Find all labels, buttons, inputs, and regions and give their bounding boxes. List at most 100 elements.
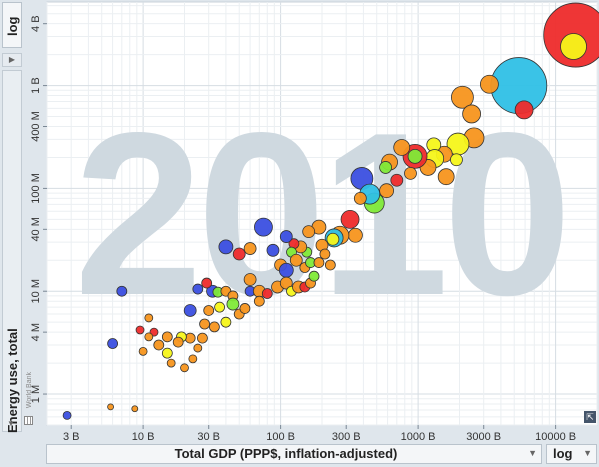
y-tick-label: 10 M bbox=[30, 279, 42, 303]
bubble bbox=[313, 257, 325, 268]
bubble bbox=[232, 247, 246, 261]
bubble bbox=[480, 74, 499, 94]
y-tick-label: 4 B bbox=[30, 15, 42, 32]
y-tick-label: 4 M bbox=[30, 323, 42, 341]
y-scale-label: log bbox=[5, 16, 20, 36]
bubble bbox=[450, 153, 463, 167]
triangle-down-icon: ▼ bbox=[7, 419, 15, 428]
triangle-right-icon[interactable]: ▶ bbox=[2, 53, 22, 67]
bubble bbox=[161, 331, 173, 343]
bubble bbox=[308, 270, 320, 282]
bubble bbox=[107, 338, 119, 349]
triangle-down-icon: ▼ bbox=[583, 448, 592, 458]
bubble bbox=[214, 301, 225, 313]
x-axis-selector[interactable]: Total GDP (PPP$, inflation-adjusted) ▼ bbox=[46, 444, 542, 464]
bubble bbox=[193, 343, 203, 353]
bubble bbox=[172, 336, 184, 348]
bubble bbox=[261, 288, 273, 299]
bubble bbox=[253, 295, 265, 307]
y-tick-label: 100 M bbox=[30, 173, 42, 204]
bubble bbox=[131, 405, 139, 413]
bubble bbox=[203, 305, 215, 316]
x-tick-label: 300 B bbox=[332, 431, 361, 443]
bubble bbox=[353, 191, 367, 205]
x-tick-label: 3 B bbox=[63, 431, 80, 443]
bubble bbox=[326, 232, 340, 246]
bubble bbox=[379, 161, 392, 174]
bubble bbox=[107, 403, 114, 411]
bubble bbox=[243, 242, 257, 255]
bubble bbox=[144, 313, 154, 323]
bubble bbox=[184, 332, 196, 344]
y-tick-label: 1 B bbox=[30, 77, 42, 94]
bubble bbox=[218, 239, 234, 255]
bubble bbox=[116, 285, 128, 297]
bubble bbox=[324, 259, 336, 271]
bubble bbox=[340, 209, 360, 229]
bubble bbox=[393, 139, 411, 156]
bubble bbox=[319, 248, 331, 260]
y-tick-label: 400 M bbox=[30, 111, 42, 142]
bubble bbox=[451, 85, 474, 109]
x-tick-label: 30 B bbox=[197, 431, 220, 443]
bubble bbox=[407, 148, 423, 164]
bubble bbox=[239, 303, 251, 314]
bubble bbox=[153, 339, 165, 351]
bubble bbox=[289, 253, 303, 267]
bubble bbox=[144, 332, 154, 342]
bubble bbox=[161, 347, 173, 359]
bubble bbox=[254, 217, 273, 237]
bubble bbox=[226, 297, 240, 311]
y-axis-label: Energy use, total bbox=[5, 328, 20, 433]
bubble bbox=[135, 325, 145, 335]
bubble bbox=[138, 346, 148, 356]
x-scale-selector[interactable]: log ▼ bbox=[546, 444, 597, 464]
bubble bbox=[462, 104, 482, 124]
bubble bbox=[278, 262, 294, 278]
bubble bbox=[560, 33, 587, 60]
bubble bbox=[220, 316, 232, 328]
x-tick-label: 3000 B bbox=[466, 431, 501, 443]
y-tick-label: 40 M bbox=[30, 217, 42, 241]
bubble bbox=[62, 410, 72, 420]
bubble bbox=[279, 276, 293, 290]
bubbles bbox=[62, 2, 599, 420]
bubble bbox=[183, 304, 197, 317]
x-tick-labels: 3 B 10 B 30 B 100 B 300 B 1000 B 3000 B 10000 B bbox=[63, 425, 576, 443]
source-label: World Bank bbox=[26, 372, 40, 422]
x-tick-label: 10 B bbox=[132, 431, 155, 443]
bubble bbox=[192, 283, 204, 295]
y-tick-labels: 1 M 4 M 10 M 40 M 100 M 400 M 1 B 4 B bbox=[30, 15, 47, 403]
triangle-down-icon: ▼ bbox=[528, 448, 537, 458]
bubble bbox=[514, 100, 534, 120]
resize-icon[interactable]: ⇱ bbox=[584, 411, 596, 423]
y-scale-selector[interactable]: log bbox=[2, 2, 22, 48]
bubble bbox=[302, 225, 316, 239]
bubble bbox=[201, 277, 213, 289]
bubble bbox=[348, 227, 363, 243]
bubble bbox=[390, 173, 404, 187]
bubble bbox=[243, 273, 257, 286]
bubble bbox=[404, 166, 417, 180]
bubble bbox=[180, 363, 189, 373]
table-icon[interactable] bbox=[24, 416, 33, 425]
bubble bbox=[437, 168, 455, 186]
bubble bbox=[379, 183, 395, 199]
bubble bbox=[209, 321, 220, 333]
bubble bbox=[199, 318, 210, 330]
bubble bbox=[197, 332, 208, 344]
x-tick-label: 100 B bbox=[266, 431, 295, 443]
x-tick-label: 10000 B bbox=[535, 431, 576, 443]
bubble bbox=[266, 243, 280, 257]
x-scale-label: log bbox=[553, 446, 573, 461]
y-tick-label: 1 M bbox=[30, 385, 42, 403]
bubble bbox=[188, 354, 198, 364]
y-axis-selector[interactable]: Energy use, total ▼ bbox=[2, 70, 22, 433]
x-tick-label: 1000 B bbox=[401, 431, 436, 443]
bubble bbox=[166, 358, 176, 368]
year-watermark: 2010 bbox=[74, 85, 566, 344]
bubble bbox=[279, 230, 293, 243]
x-axis-label: Total GDP (PPP$, inflation-adjusted) bbox=[174, 446, 398, 461]
